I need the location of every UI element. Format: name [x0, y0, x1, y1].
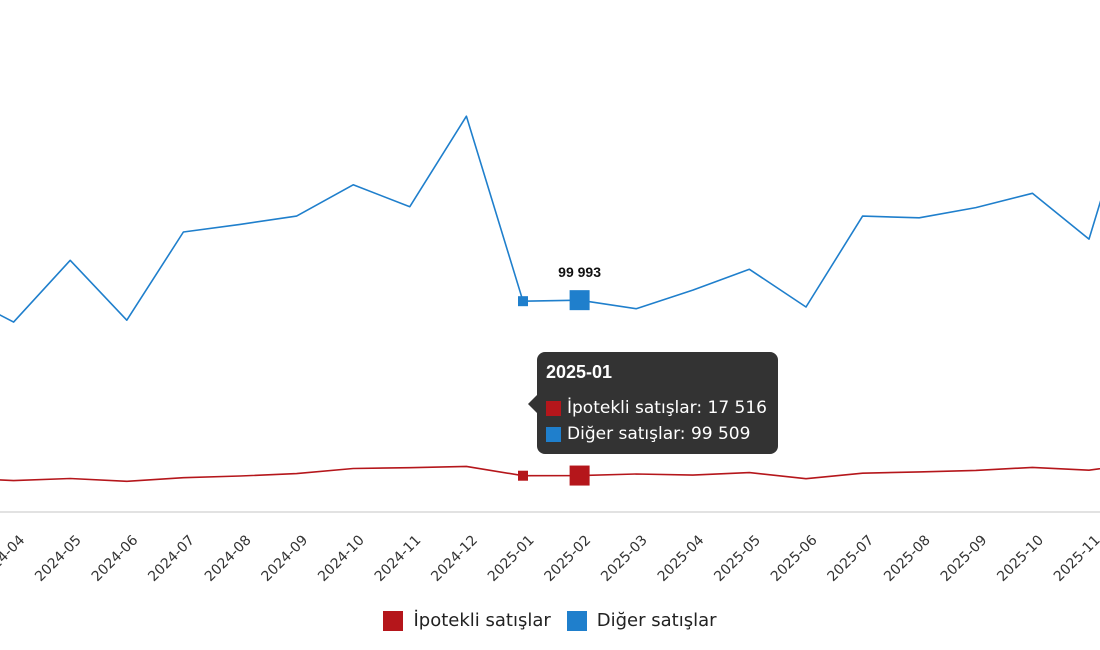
x-tick-label-2025-09: 2025-09 [938, 532, 991, 585]
x-tick-label-2025-04: 2025-04 [655, 532, 708, 585]
x-tick-label-2025-07: 2025-07 [825, 532, 878, 585]
x-tick-label-2024-06: 2024-06 [89, 532, 142, 585]
legend-swatch-ipotekli [383, 610, 404, 631]
marker-layer [518, 290, 590, 486]
tooltip-text-ipotekli: İpotekli satışlar: 17 516 [567, 398, 767, 418]
x-tick-label-2025-03: 2025-03 [598, 532, 651, 585]
series-line-1 [0, 115, 1100, 323]
x-tick-label-2024-10: 2024-10 [315, 532, 368, 585]
data-label-di-er-sat-lar-2025-02: 99 993 [558, 264, 601, 280]
series-1-point-2025-02[interactable] [569, 290, 590, 311]
x-tick-label-2025-01: 2025-01 [485, 532, 538, 585]
tooltip-row-ipotekli: İpotekli satışlar: 17 516 [546, 395, 768, 421]
series-line-0 [0, 465, 1100, 483]
x-tick-label-2025-02: 2025-02 [542, 532, 595, 585]
tooltip: 2025-01 İpotekli satışlar: 17 516 Diğer … [528, 352, 778, 454]
x-tick-label-2024-09: 2024-09 [259, 532, 312, 585]
x-tick-label-2024-07: 2024-07 [145, 532, 198, 585]
x-tick-label-2024-04: 2024-04 [0, 532, 28, 585]
series-1-point-2025-01[interactable] [518, 296, 528, 307]
legend-label-ipotekli: İpotekli satışlar [413, 610, 551, 631]
series-0-point-2025-01[interactable] [518, 470, 528, 481]
x-tick-label-2025-11: 2025-11 [1051, 532, 1100, 585]
x-tick-label-2024-05: 2024-05 [32, 532, 85, 585]
legend-swatch-diger [566, 610, 587, 631]
x-tick-label-2025-08: 2025-08 [881, 532, 934, 585]
x-tick-label-2024-08: 2024-08 [202, 532, 255, 585]
legend-item-diger[interactable]: Diğer satışlar [566, 610, 717, 631]
x-axis-ticks: 2024-032024-042024-052024-062024-072024-… [0, 532, 1100, 585]
series-0-point-2025-02[interactable] [569, 465, 590, 486]
series-layer [0, 115, 1100, 483]
x-tick-label-2024-12: 2024-12 [428, 532, 481, 585]
tooltip-row-diger: Diğer satışlar: 99 509 [546, 421, 768, 447]
x-tick-label-2025-06: 2025-06 [768, 532, 821, 585]
x-tick-label-2025-10: 2025-10 [994, 532, 1047, 585]
x-tick-label-2024-11: 2024-11 [372, 532, 425, 585]
tooltip-swatch-diger [546, 426, 561, 442]
tooltip-text-diger: Diğer satışlar: 99 509 [567, 424, 751, 444]
x-tick-label-2025-05: 2025-05 [711, 532, 764, 585]
legend: İpotekli satışlar Diğer satışlar [0, 610, 1100, 631]
legend-item-ipotekli[interactable]: İpotekli satışlar [383, 610, 551, 631]
tooltip-title: 2025-01 [546, 362, 613, 382]
tooltip-swatch-ipotekli [546, 400, 561, 416]
legend-label-diger: Diğer satışlar [596, 610, 717, 631]
